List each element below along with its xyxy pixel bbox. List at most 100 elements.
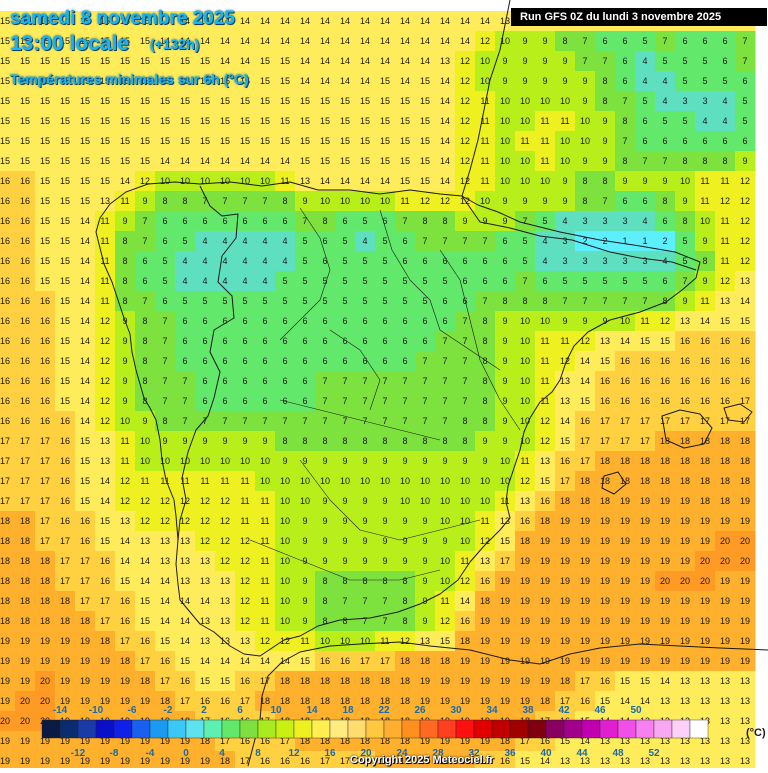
grid-value: 14 (80, 356, 90, 366)
grid-value: 15 (60, 96, 70, 106)
grid-value: 6 (342, 336, 347, 346)
temperature-cell (455, 751, 476, 772)
grid-value: 9 (502, 216, 507, 226)
temperature-cell (175, 671, 196, 692)
temperature-cell (275, 311, 296, 332)
grid-value: 14 (80, 236, 90, 246)
grid-value: 6 (322, 356, 327, 366)
temperature-cell (475, 491, 496, 512)
grid-value: 17 (40, 536, 50, 546)
legend-label-lower: 48 (612, 748, 624, 759)
grid-value: 6 (162, 216, 167, 226)
temperature-cell (175, 691, 196, 712)
grid-value: 14 (80, 276, 90, 286)
grid-value: 7 (282, 416, 287, 426)
grid-value: 17 (60, 576, 70, 586)
temperature-cell (495, 471, 516, 492)
temperature-cell (575, 511, 596, 532)
temperature-cell (275, 111, 296, 132)
grid-value: 6 (442, 316, 447, 326)
grid-value: 10 (260, 176, 270, 186)
grid-value: 12 (740, 176, 750, 186)
grid-value: 5 (342, 296, 347, 306)
grid-value: 17 (100, 596, 110, 606)
temperature-cell (655, 691, 676, 712)
grid-value: 16 (20, 256, 30, 266)
temperature-cell (675, 691, 696, 712)
grid-value: 5 (402, 276, 407, 286)
temperature-cell (75, 691, 96, 712)
grid-value: 18 (420, 756, 430, 766)
grid-value: 14 (340, 16, 350, 26)
grid-value: 11 (120, 456, 129, 466)
grid-value: 14 (320, 56, 330, 66)
grid-value: 5 (562, 276, 567, 286)
grid-value: 15 (60, 196, 70, 206)
temperature-cell (475, 331, 496, 352)
temperature-cell (655, 191, 676, 212)
grid-value: 10 (280, 516, 290, 526)
temperature-cell (655, 551, 676, 572)
grid-value: 13 (700, 756, 710, 766)
temperature-cell (195, 31, 216, 52)
temperature-cell (475, 391, 496, 412)
temperature-cell (535, 371, 556, 392)
temperature-cell (595, 271, 616, 292)
temperature-cell (655, 371, 676, 392)
temperature-cell (455, 71, 476, 92)
grid-value: 17 (20, 476, 30, 486)
grid-value: 7 (262, 416, 267, 426)
grid-value: 3 (562, 236, 567, 246)
temperature-cell (335, 451, 356, 472)
grid-value: 16 (40, 316, 50, 326)
temperature-cell (215, 151, 236, 172)
grid-value: 15 (140, 616, 150, 626)
grid-value: 15 (380, 156, 390, 166)
temperature-cell (215, 751, 236, 772)
temperature-cell (35, 311, 56, 332)
temperature-cell (395, 571, 416, 592)
temperature-cell (0, 311, 16, 332)
grid-value: 14 (120, 556, 130, 566)
temperature-cell (135, 231, 156, 252)
grid-value: 6 (242, 356, 247, 366)
grid-value: 15 (80, 436, 90, 446)
grid-value: 15 (180, 96, 190, 106)
temperature-cell (415, 231, 436, 252)
grid-value: 5 (362, 276, 367, 286)
grid-value: 16 (700, 356, 710, 366)
grid-value: 11 (540, 336, 549, 346)
grid-value: 18 (500, 736, 510, 746)
temperature-cell (0, 751, 16, 772)
island-menorca (723, 403, 753, 423)
grid-value: 16 (600, 396, 610, 406)
temperature-cell (735, 631, 756, 652)
temperature-cell (195, 611, 216, 632)
temperature-cell (295, 131, 316, 152)
temperature-cell (515, 551, 536, 572)
grid-value: 15 (400, 176, 410, 186)
temperature-cell (635, 411, 656, 432)
temperature-cell (55, 111, 76, 132)
temperature-cell (195, 211, 216, 232)
grid-value: 15 (160, 76, 170, 86)
grid-value: 13 (660, 736, 670, 746)
grid-value: 7 (742, 56, 747, 66)
temperature-cell (235, 551, 256, 572)
grid-value: 17 (600, 416, 610, 426)
temperature-cell (255, 671, 276, 692)
legend-swatch (419, 719, 439, 739)
temperature-cell (0, 571, 16, 592)
temperature-cell (695, 131, 716, 152)
grid-value: 19 (720, 616, 730, 626)
grid-value: 18 (360, 676, 370, 686)
temperature-cell (495, 251, 516, 272)
temperature-cell (475, 611, 496, 632)
grid-value: 8 (622, 156, 627, 166)
legend-swatch (653, 719, 673, 739)
temperature-cell (355, 551, 376, 572)
temperature-cell (235, 451, 256, 472)
temperature-cell (395, 751, 416, 772)
temperature-cell (15, 551, 36, 572)
temperature-cell (135, 91, 156, 112)
